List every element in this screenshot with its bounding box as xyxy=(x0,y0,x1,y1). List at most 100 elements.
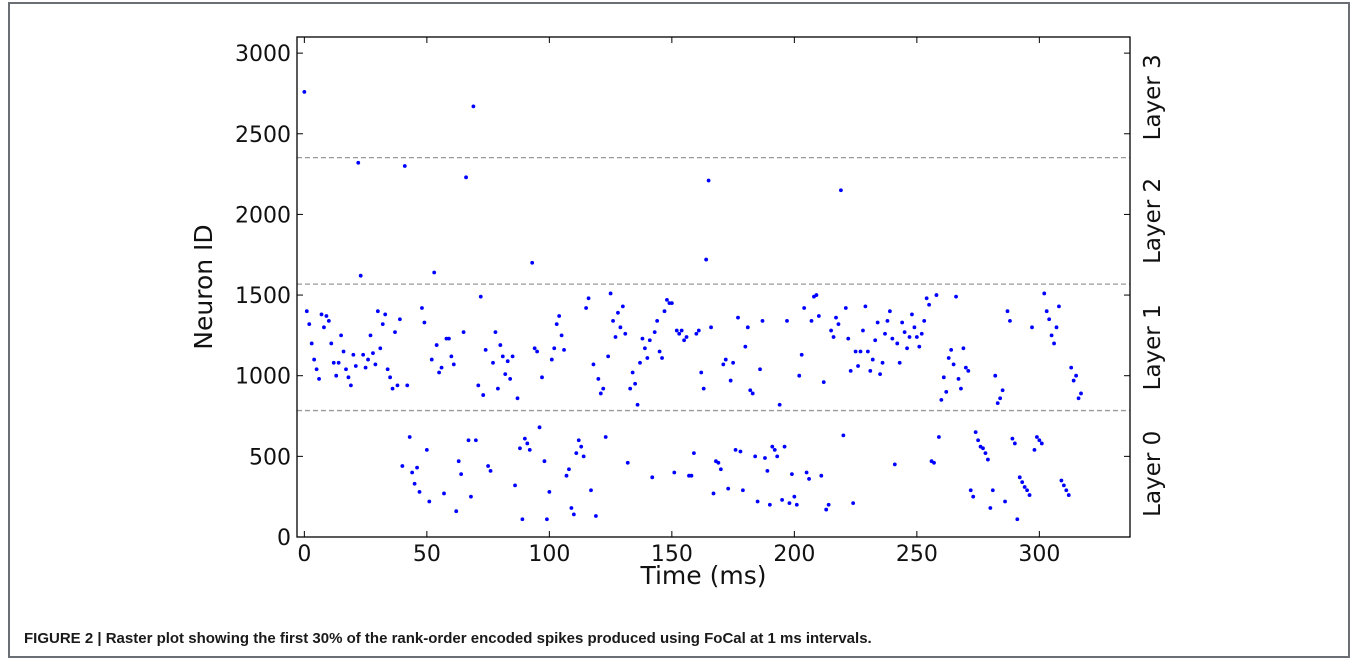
spike-point xyxy=(496,386,500,391)
spike-point xyxy=(510,354,515,359)
spike-point xyxy=(824,507,829,512)
spike-point xyxy=(785,318,789,323)
spike-point xyxy=(402,164,407,168)
spike-point xyxy=(493,330,498,335)
spike-point xyxy=(829,328,833,333)
spike-point xyxy=(905,346,909,351)
spike-point xyxy=(983,451,988,456)
spike-point xyxy=(483,348,488,352)
spike-point xyxy=(1076,396,1081,401)
spike-point xyxy=(1025,488,1029,493)
spike-point xyxy=(1069,365,1074,370)
spike-point xyxy=(733,448,738,452)
spike-point xyxy=(353,364,358,368)
spike-point xyxy=(851,501,856,506)
spike-point xyxy=(346,375,351,380)
spike-point xyxy=(429,357,434,362)
y-axis-title: Neuron ID xyxy=(189,224,218,349)
spike-point xyxy=(1003,499,1007,504)
spike-point xyxy=(620,304,625,309)
spike-point xyxy=(469,494,473,499)
spike-point xyxy=(527,448,532,452)
spike-point xyxy=(537,425,542,430)
spike-point xyxy=(790,472,794,476)
spike-point xyxy=(645,356,650,360)
spike-point xyxy=(704,257,709,262)
spike-point xyxy=(834,315,838,320)
spike-point xyxy=(794,502,799,507)
spike-point xyxy=(410,470,415,475)
x-tick-label: 300 xyxy=(1018,542,1060,567)
spike-point xyxy=(696,328,701,333)
spike-point xyxy=(787,501,792,506)
spike-point xyxy=(875,320,880,325)
spike-point xyxy=(368,333,373,338)
spike-point xyxy=(398,317,402,322)
spike-point xyxy=(1027,493,1032,497)
spike-point xyxy=(738,449,743,454)
spike-point xyxy=(415,465,419,470)
spike-point xyxy=(807,477,811,481)
spike-point xyxy=(616,310,620,315)
x-tick-label: 50 xyxy=(413,542,441,567)
spike-point xyxy=(723,357,728,362)
spike-point xyxy=(540,375,544,380)
figure-caption: FIGURE 2 | Raster plot showing the first… xyxy=(24,630,872,647)
spike-point xyxy=(449,354,454,359)
spike-point xyxy=(694,331,699,336)
spike-point xyxy=(1030,325,1034,330)
spike-point xyxy=(946,356,951,360)
spike-point xyxy=(856,364,860,368)
spike-point xyxy=(584,306,588,310)
spike-point xyxy=(883,331,887,336)
spike-point xyxy=(907,335,912,339)
plot-frame xyxy=(296,36,1131,538)
spike-point xyxy=(792,494,797,499)
spike-point xyxy=(464,175,468,180)
spike-point xyxy=(307,322,312,326)
spike-point xyxy=(596,377,601,381)
spike-point xyxy=(488,468,493,473)
y-tick-label: 1500 xyxy=(235,284,291,309)
spike-point xyxy=(476,383,481,388)
spike-point xyxy=(608,291,613,296)
spike-point xyxy=(689,473,694,478)
spike-point xyxy=(574,451,579,456)
spike-point xyxy=(356,160,361,165)
spike-point xyxy=(841,433,846,438)
spike-point xyxy=(586,296,591,301)
spike-point xyxy=(530,260,535,265)
spike-point xyxy=(380,322,385,326)
spike-point xyxy=(518,446,522,451)
spike-point xyxy=(545,517,549,522)
spike-point xyxy=(726,486,731,491)
spike-point xyxy=(371,351,375,356)
spike-point xyxy=(821,380,826,385)
spike-point xyxy=(481,393,486,397)
spike-point xyxy=(839,188,843,193)
spike-point xyxy=(995,401,1000,406)
spike-point xyxy=(892,462,897,467)
spike-point xyxy=(973,430,978,435)
spike-point xyxy=(522,436,527,441)
spike-point xyxy=(741,488,745,493)
spike-point xyxy=(701,386,706,391)
spike-point xyxy=(770,444,775,449)
spike-point xyxy=(388,375,392,380)
spike-point xyxy=(934,293,939,297)
y-tick-label: 2500 xyxy=(235,123,291,148)
spike-point xyxy=(941,375,946,380)
figure-frame xyxy=(8,2,1350,658)
spike-point xyxy=(378,346,383,351)
y-tick-label: 1000 xyxy=(235,365,291,390)
spike-point xyxy=(314,367,319,372)
spike-point xyxy=(1066,493,1071,497)
spike-point xyxy=(672,470,677,475)
x-axis-title: Time (ms) xyxy=(639,561,766,590)
spike-point xyxy=(910,312,914,317)
spike-point xyxy=(1035,435,1039,439)
spike-point xyxy=(1061,483,1066,488)
spike-point xyxy=(363,365,368,370)
spike-point xyxy=(669,301,674,306)
